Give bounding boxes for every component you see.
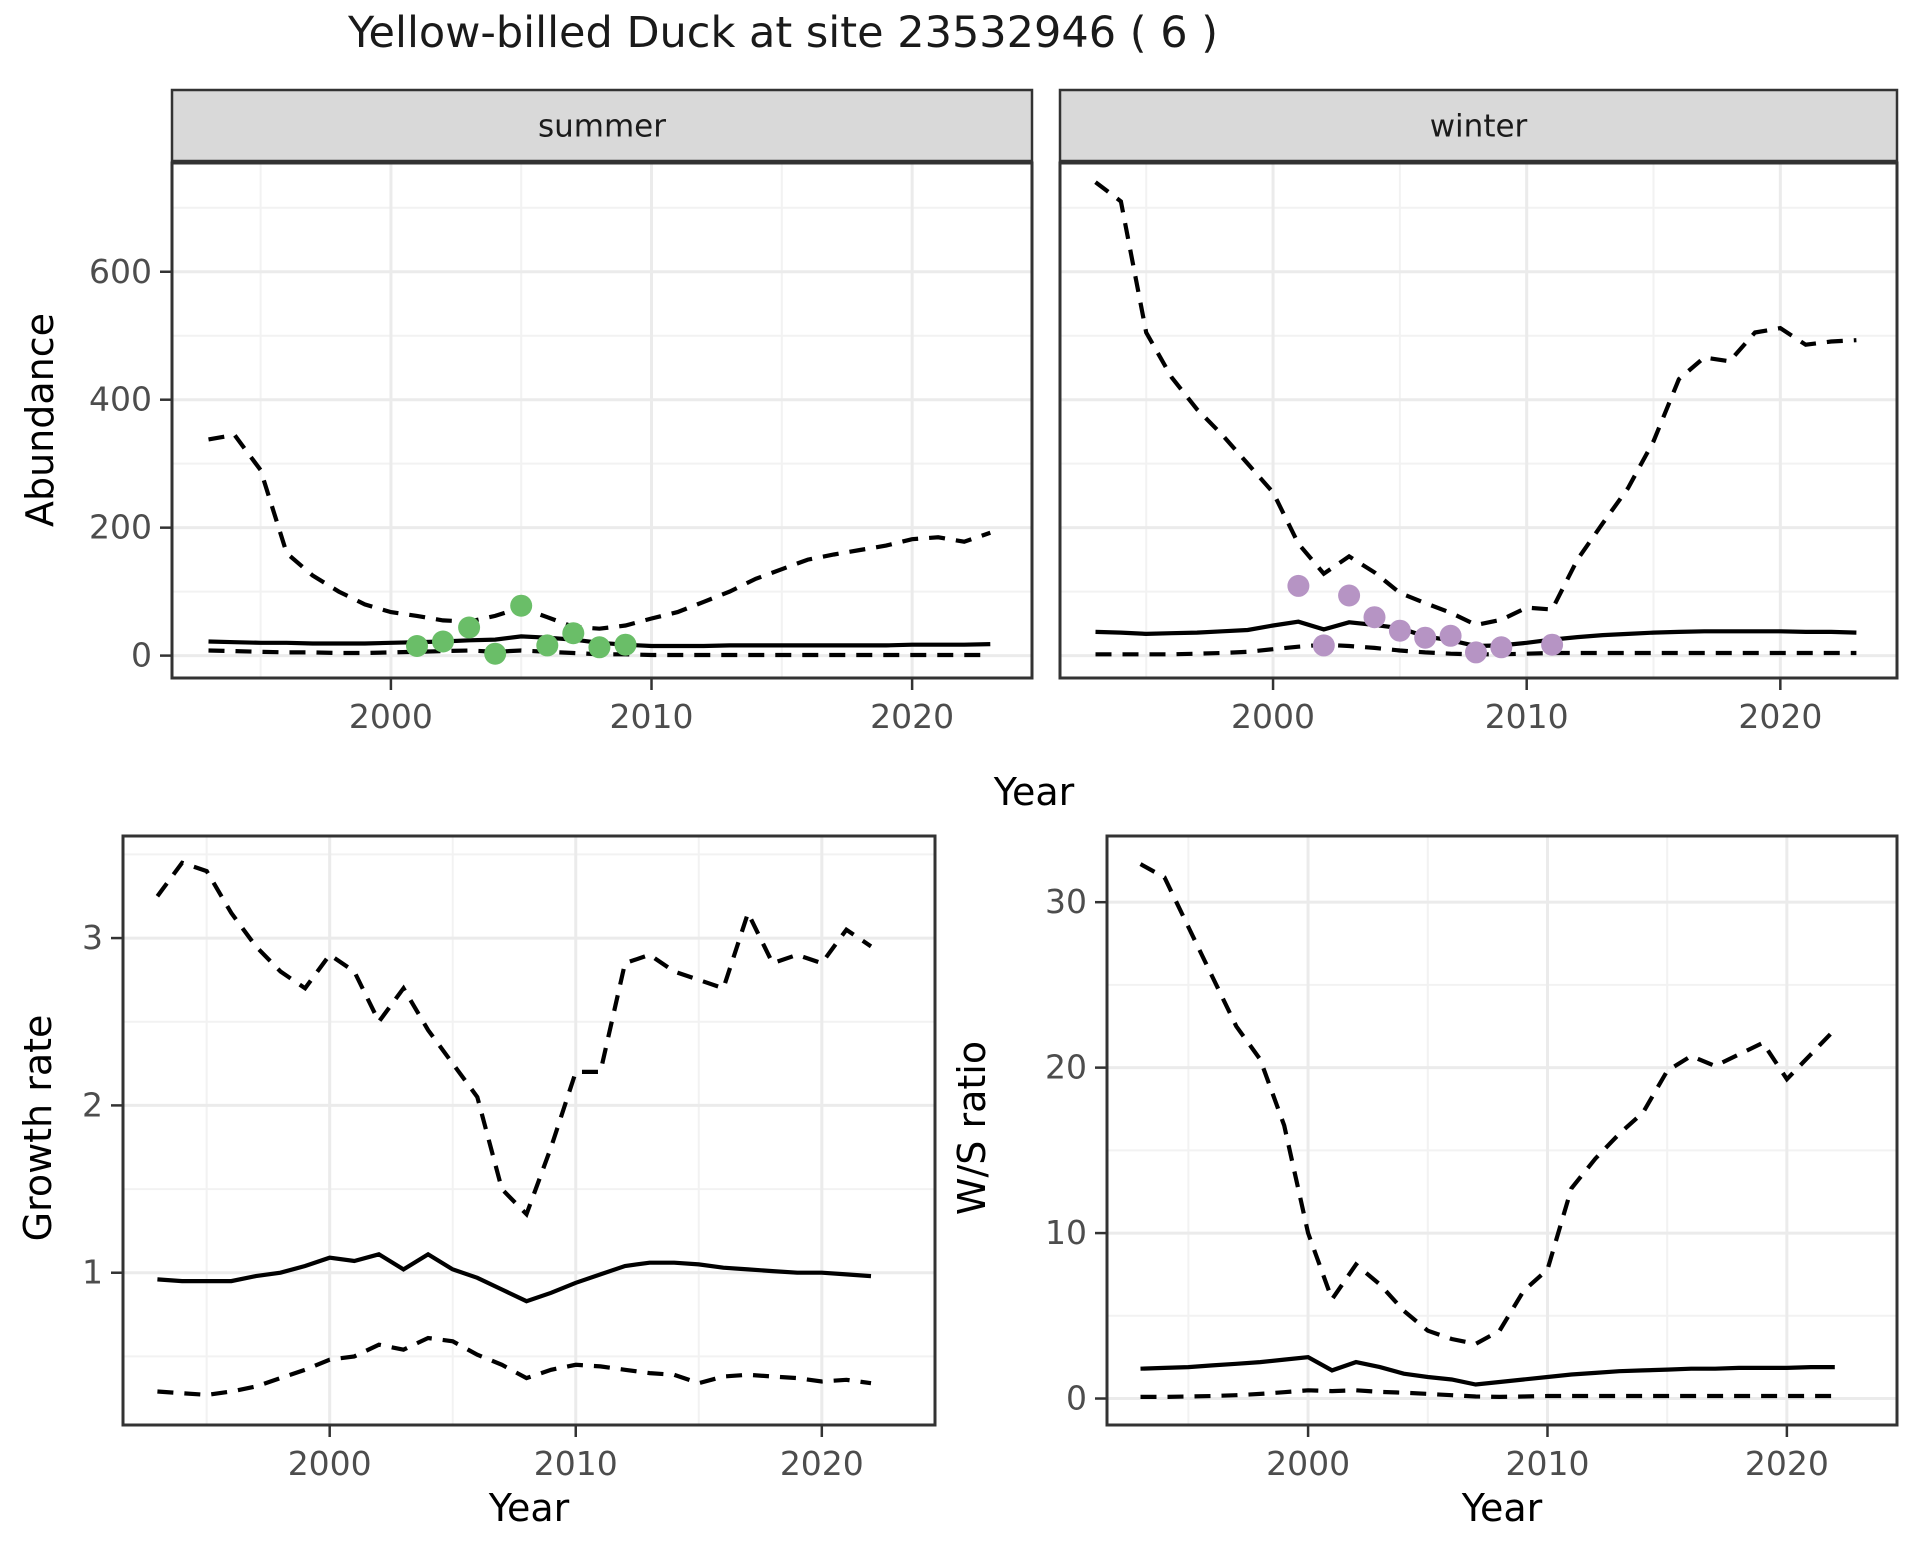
panel-ws-ratio: 2000 2010 2020 0 10 20 30: [1045, 834, 1899, 1483]
y-tick-label: 30: [1045, 882, 1087, 921]
data-point: [1541, 633, 1564, 656]
x-tick-label: 2010: [610, 697, 694, 736]
x-axis-title-ws-ratio: Year: [1461, 1486, 1543, 1530]
y-tick-label: 1: [82, 1253, 103, 1292]
y-tick-label: 2: [82, 1085, 103, 1124]
panel-border: [1058, 161, 1899, 680]
x-axis-title-growth-rate: Year: [488, 1486, 570, 1530]
panel-abundance-summer: 2000 2010 2020 0 200 400 600 summer: [89, 88, 1034, 736]
data-point: [1490, 636, 1513, 659]
y-tick-label: 400: [89, 380, 152, 419]
x-tick-label: 2020: [1745, 1444, 1829, 1483]
x-tick-label: 2020: [870, 697, 954, 736]
data-point: [510, 594, 533, 617]
y-tick-label: 20: [1045, 1048, 1087, 1087]
y-axis: 0 200 400 600: [89, 252, 172, 675]
panel-border: [170, 161, 1034, 680]
median-line: [157, 1251, 872, 1304]
upper-ci-line: [155, 860, 873, 1219]
data-point: [614, 633, 637, 656]
data-point: [562, 622, 585, 645]
y-tick-label: 200: [89, 508, 152, 547]
facet-strip: summer: [170, 88, 1034, 163]
lower-ci-line: [157, 1335, 872, 1398]
x-tick-label: 2020: [1738, 697, 1822, 736]
x-tick-label: 2000: [1231, 697, 1315, 736]
data-point: [1414, 626, 1437, 649]
data-point: [536, 634, 559, 657]
lower-ci-line: [1140, 1388, 1835, 1400]
data-point: [588, 636, 611, 659]
facet-strip-background: [170, 88, 1034, 163]
plot-title: Yellow-billed Duck at site 23532946 ( 6 …: [347, 8, 1219, 58]
panel-growth-rate: 2000 2010 2020 1 2 3: [82, 834, 937, 1483]
y-tick-label: 10: [1045, 1213, 1087, 1252]
facet-strip-label: summer: [538, 109, 666, 145]
y-axis: 1 2 3: [82, 918, 123, 1292]
data-point: [1439, 624, 1462, 647]
y-axis: 0 10 20 30: [1045, 882, 1107, 1418]
x-tick-label: 2020: [780, 1444, 864, 1483]
x-axis: 2000 2010 2020: [1231, 678, 1822, 736]
gridlines-minor: [123, 836, 935, 1425]
x-axis: 2000 2010 2020: [349, 678, 954, 736]
panel-background: [1107, 836, 1897, 1425]
facet-strip-label: winter: [1430, 109, 1528, 145]
panel-background: [172, 163, 1032, 678]
data-point: [432, 630, 454, 653]
upper-ci-line: [1139, 862, 1837, 1347]
data-point: [1465, 641, 1487, 664]
panel-abundance-winter: 2000 2010 2020 winter: [1058, 88, 1899, 736]
data-point: [1363, 606, 1386, 629]
panel-background: [1060, 163, 1897, 678]
x-axis: 2000 2010 2020: [288, 1425, 864, 1483]
median-line: [1140, 1355, 1835, 1387]
data-point: [1287, 574, 1310, 597]
facet-strip-background: [1058, 88, 1899, 163]
y-tick-label: 0: [1066, 1379, 1087, 1418]
x-tick-label: 2010: [534, 1444, 618, 1483]
data-point: [1312, 634, 1335, 657]
data-point: [484, 642, 507, 665]
x-tick-label: 2000: [288, 1444, 372, 1483]
x-tick-label: 2000: [349, 697, 433, 736]
panel-border: [1105, 834, 1899, 1427]
y-tick-label: 3: [82, 918, 103, 957]
data-point: [1388, 619, 1411, 642]
x-tick-label: 2010: [1505, 1444, 1589, 1483]
x-axis: 2000 2010 2020: [1266, 1425, 1829, 1483]
x-tick-label: 2000: [1266, 1444, 1350, 1483]
data-point: [458, 616, 481, 639]
gridlines-minor: [1107, 836, 1897, 1425]
panel-background: [123, 836, 935, 1425]
y-tick-label: 600: [89, 252, 152, 291]
series-lines: [155, 860, 873, 1398]
observed-summer-group: [406, 594, 637, 665]
x-axis-title-top: Year: [993, 770, 1075, 814]
y-tick-label: 0: [131, 636, 152, 675]
gridlines-minor: [1060, 163, 1897, 678]
facet-strip: winter: [1058, 88, 1899, 163]
data-point: [1338, 584, 1361, 607]
upper-ci-line: [208, 432, 991, 631]
observed-winter-group: [1287, 574, 1564, 664]
gridlines-minor: [172, 163, 1032, 678]
series-lines: [1139, 862, 1837, 1400]
data-point: [406, 635, 428, 657]
x-tick-label: 2010: [1485, 697, 1569, 736]
panel-border: [121, 834, 937, 1427]
